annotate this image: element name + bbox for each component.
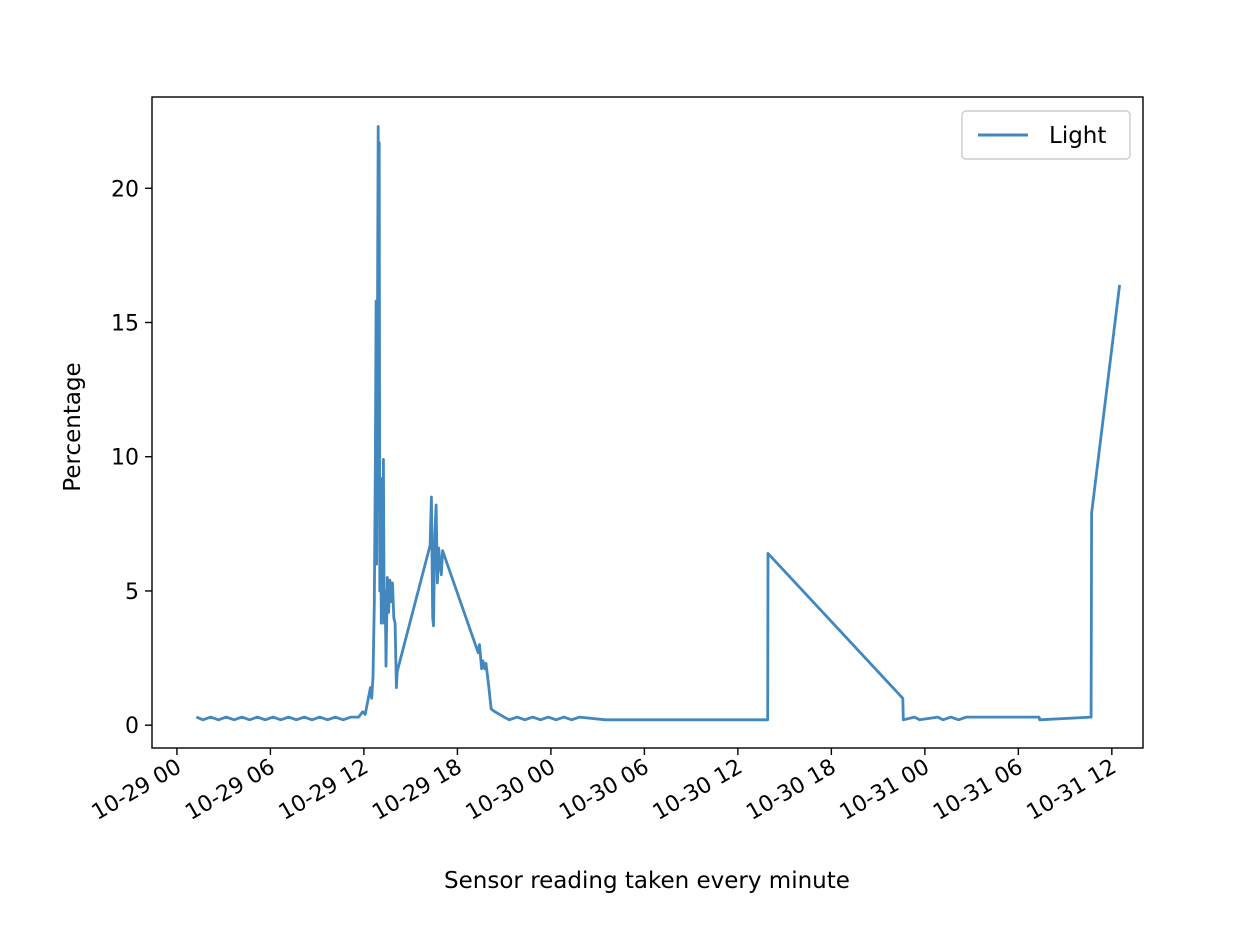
y-axis: 0 5 10 15 20 xyxy=(111,177,152,739)
legend-frame xyxy=(961,110,1131,160)
plot-frame xyxy=(151,96,1144,749)
series-line-light xyxy=(195,125,1121,722)
legend-label: Light xyxy=(1049,123,1106,149)
plot-area xyxy=(152,97,1143,748)
y-tick-label: 0 xyxy=(125,714,139,739)
series-layer xyxy=(195,125,1121,722)
y-tick-label: 15 xyxy=(111,312,139,337)
y-axis-title: Percentage xyxy=(60,362,86,491)
y-tick-label: 20 xyxy=(111,177,139,202)
legend: Light xyxy=(961,110,1131,160)
x-axis-title: Sensor reading taken every minute xyxy=(444,868,850,894)
y-tick-label: 5 xyxy=(125,580,139,605)
y-tick-label: 10 xyxy=(111,446,139,471)
